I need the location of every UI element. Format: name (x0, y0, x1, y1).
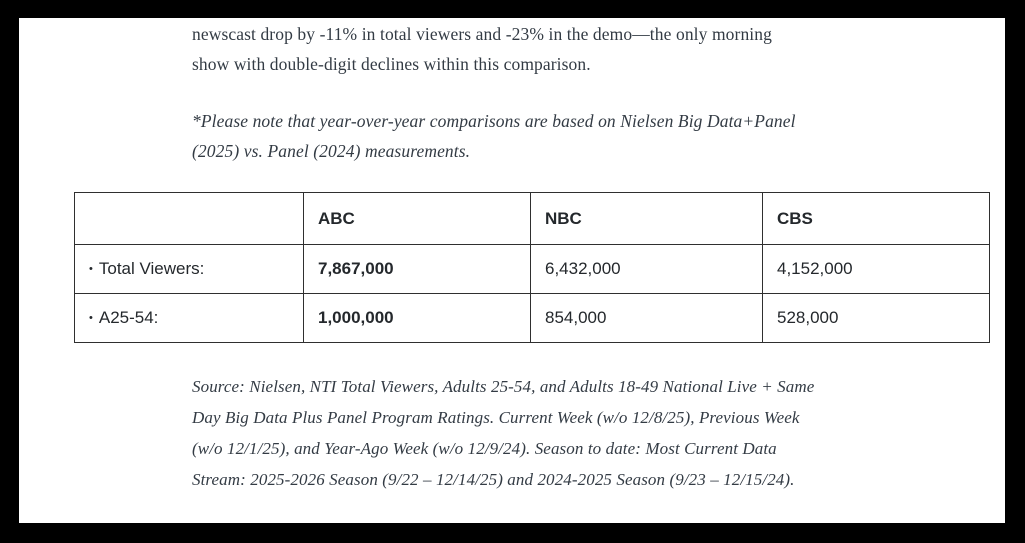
cell-cbs-total-viewers: 4,152,000 (762, 244, 990, 294)
methodology-note-line: (2025) vs. Panel (2024) measurements. (192, 141, 471, 161)
source-attribution: Source: Nielsen, NTI Total Viewers, Adul… (192, 371, 814, 495)
ratings-table: ABC NBC CBS • Total Viewers: 7,867,000 6,… (74, 192, 990, 343)
table-header-row: ABC NBC CBS (74, 192, 990, 245)
row-label-cell: • Total Viewers: (74, 244, 304, 294)
cell-cbs-a25-54: 528,000 (762, 293, 990, 343)
body-paragraph-line: newscast drop by -11% in total viewers a… (192, 24, 772, 44)
methodology-note: *Please note that year-over-year compari… (192, 106, 796, 166)
cell-abc-a25-54: 1,000,000 (303, 293, 531, 343)
table-row-a25-54: • A25-54: 1,000,000 854,000 528,000 (74, 293, 990, 343)
source-line: Source: Nielsen, NTI Total Viewers, Adul… (192, 377, 815, 396)
row-label-cell: • A25-54: (74, 293, 304, 343)
table-row-total-viewers: • Total Viewers: 7,867,000 6,432,000 4,15… (74, 244, 990, 294)
header-cell-empty (74, 192, 304, 245)
bullet-icon: • (89, 312, 93, 324)
header-cell-abc: ABC (303, 192, 531, 245)
methodology-note-line: *Please note that year-over-year compari… (192, 111, 796, 131)
source-line: Day Big Data Plus Panel Program Ratings.… (192, 408, 800, 427)
cell-abc-total-viewers: 7,867,000 (303, 244, 531, 294)
cell-nbc-a25-54: 854,000 (530, 293, 763, 343)
bullet-icon: • (89, 263, 93, 275)
body-paragraph-line: show with double-digit declines within t… (192, 54, 591, 74)
source-line: Stream: 2025-2026 Season (9/22 – 12/14/2… (192, 470, 795, 489)
body-paragraph: newscast drop by -11% in total viewers a… (192, 19, 772, 79)
article-page: newscast drop by -11% in total viewers a… (19, 18, 1005, 523)
cell-nbc-total-viewers: 6,432,000 (530, 244, 763, 294)
row-label: A25-54: (98, 308, 159, 327)
source-line: (w/o 12/1/25), and Year-Ago Week (w/o 12… (192, 439, 777, 458)
header-cell-nbc: NBC (530, 192, 763, 245)
row-label: Total Viewers: (98, 259, 205, 278)
header-cell-cbs: CBS (762, 192, 990, 245)
